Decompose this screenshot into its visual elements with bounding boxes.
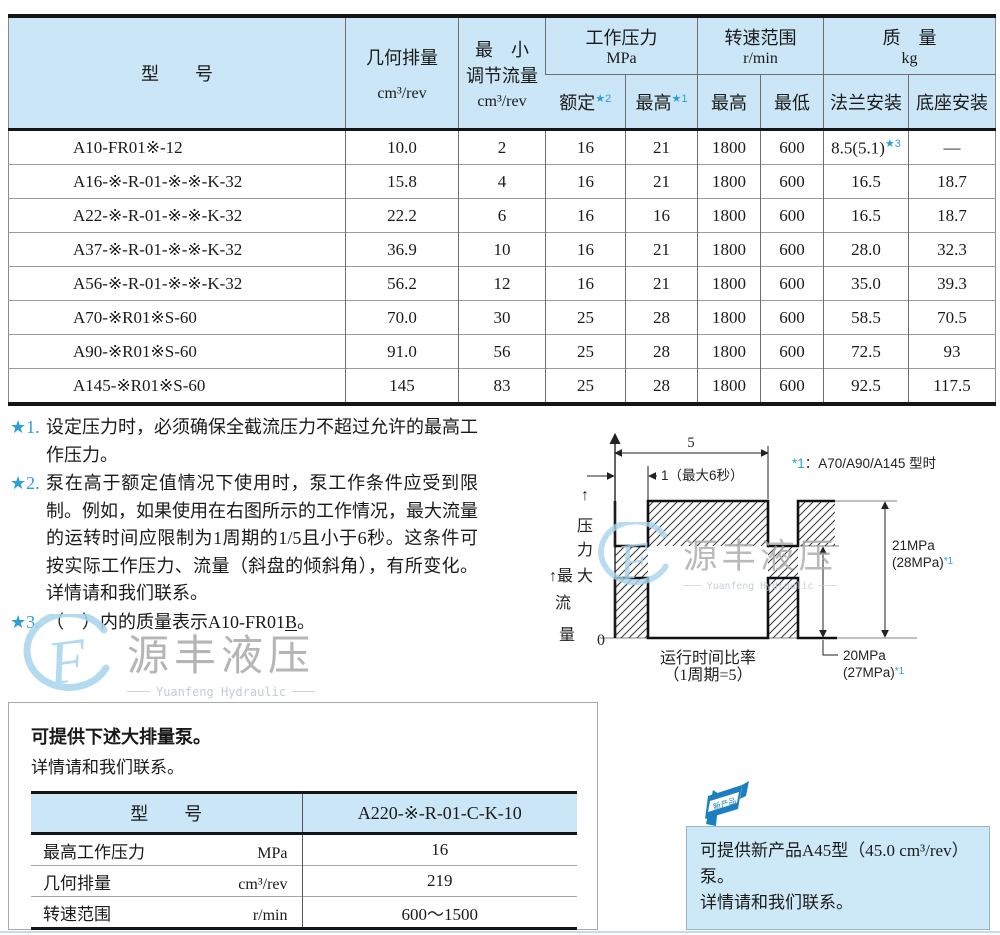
dim-pulse-label: 1（最大6秒） [661, 468, 744, 483]
xaxis-caption2: （1周期=5） [663, 666, 752, 684]
table-row: A145-※R01※S-60 145 83 25 28 1800 600 92.5 117.… [8, 368, 996, 404]
footnote-marker: ★1. [10, 417, 40, 437]
new-product-line2: 详情请和我们联系。 [700, 893, 853, 912]
table-row: A70-※R01※S-60 70.0 30 25 28 1800 600 58.5 70.5 [8, 300, 996, 335]
table-row: 转速范围 r/min 600～1500 [31, 896, 577, 929]
pressure-low-label2: (27MPa)*1 [843, 665, 905, 680]
a220-spec-table: 型 号 A220-※-R-01-C-K-10 最高工作压力 MPa 16 几何排量… [31, 791, 577, 930]
col-header-max-pressure: 最高★1 [625, 74, 698, 130]
col-header-min-speed: 最低 [760, 74, 824, 130]
footnote-text: 设定压力时，必须确保全截流压力不超过允许的最高工作压力。 [46, 417, 478, 465]
col-header-base-mount: 底座安装 [908, 74, 996, 130]
new-product-box: 可提供新产品A45型（45.0 cm³/rev）泵。 详情请和我们联系。 [686, 826, 990, 930]
col-header-flange-mount: 法兰安装 [823, 74, 909, 130]
svg-text:F: F [43, 626, 92, 699]
col-header-displacement: 几何排量 cm³/rev [345, 16, 459, 130]
pressure-axis-arrow: ↑ [581, 487, 589, 504]
table-row: A37-※-R-01-※-※-K-32 36.9 10 16 21 1800 600 28… [8, 232, 996, 267]
xaxis-caption: 运行时间比率 [660, 649, 756, 667]
diagram-legend: *1：A70/A90/A145 型时 [792, 456, 936, 471]
table-row: A10-FR01※-12 10.0 2 16 21 1800 600 8.5(5.1)★3… [8, 128, 996, 165]
table-row: 最高工作压力 MPa 16 [31, 833, 577, 866]
flow-axis-label: 流 [555, 594, 571, 612]
col-group-speed-range: 转速范围 r/min [697, 16, 824, 75]
footnote-1: ★1. 设定压力时，必须确保全截流压力不超过允许的最高工作压力。 [10, 414, 478, 469]
yuanfeng-logo-icon: F [598, 522, 669, 591]
col-header-model: 型 号 [8, 16, 346, 130]
watermark-en: Yuanfeng Hydraulic [127, 685, 315, 699]
flow-axis-label: ↑最 大 [549, 567, 593, 585]
table-row: A16-※-R-01-※-※-K-32 15.8 4 16 21 1800 600 16.… [8, 164, 996, 199]
col-header-max-speed: 最高 [697, 74, 761, 130]
offer-subtitle: 详情请和我们联系。 [31, 758, 184, 777]
offer-col-model: 型 号 [31, 792, 302, 835]
dim-cycle-label: 5 [687, 435, 694, 451]
watermark-cn: 源丰液压 [683, 536, 838, 575]
table-row: 几何排量 cm³/rev 219 [31, 865, 577, 897]
footnote-text: 泵在高于额定值情况下使用时，泵工作条件应受到限制。例如，如果使用在右图所示的工作… [46, 473, 478, 603]
pressure-trace [613, 499, 835, 548]
flow-axis-label: 量 [559, 627, 575, 644]
footnote-marker: ★2. [10, 473, 40, 493]
large-pump-offer-panel: 可提供下述大排量泵。 详情请和我们联系。 型 号 A220-※-R-01-C-K… [8, 702, 598, 930]
pressure-band-high2 [798, 501, 835, 546]
pressure-axis-label: 力 [577, 541, 593, 559]
offer-model-value: A220-※-R-01-C-K-10 [301, 792, 577, 835]
col-group-mass: 质 量 kg [823, 16, 996, 75]
pressure-high-label2: (28MPa)*1 [892, 555, 954, 570]
pressure-axis-label: 压 [577, 518, 593, 535]
new-product-line1: 可提供新产品A45型（45.0 cm³/rev）泵。 [700, 841, 969, 886]
footnotes: ★1. 设定压力时，必须确保全截流压力不超过允许的最高工作压力。 ★2. 泵在高… [10, 414, 478, 637]
yuanfeng-logo-icon: F [23, 614, 110, 699]
footnote-2: ★2. 泵在高于额定值情况下使用时，泵工作条件应受到限制。例如，如果使用在右图所… [10, 470, 478, 608]
flow-trace [613, 576, 837, 640]
page-bottom-rule [0, 931, 1000, 933]
pressure-band-high [648, 501, 768, 546]
pressure-low-label: 20MPa [843, 648, 886, 663]
table-row: A90-※R01※S-60 91.0 56 25 28 1800 600 72.5 93 [8, 334, 996, 369]
origin-label: 0 [597, 632, 605, 649]
flow-pulse-1 [615, 578, 648, 638]
offer-title: 可提供下述大排量泵。 [31, 727, 211, 747]
new-product-icon: 新产品 [698, 780, 752, 830]
watermark: F 源丰液压 Yuanfeng Hydraulic [16, 614, 315, 706]
pump-spec-table: 型 号 几何排量 cm³/rev 最 小 调节流量 cm³/rev 工作压力 M… [8, 14, 996, 406]
watermark: F 源丰液压 Yuanfeng Hydraulic [592, 522, 837, 597]
footnote-3: ★3. （ ）内的质量表示A10-FR01B。 [10, 609, 478, 637]
col-header-rated: 额定★2 [545, 74, 626, 130]
watermark-en: Yuanfeng Hydraulic [683, 580, 837, 591]
table-row: A22-※-R-01-※-※-K-32 22.2 6 16 16 1800 600 16.… [8, 198, 996, 233]
col-group-working-pressure: 工作压力 MPa [545, 16, 698, 75]
watermark-cn: 源丰液压 [127, 631, 316, 679]
footnote-text: （ ）内的质量表示A10-FR01B。 [46, 611, 316, 632]
table-row: A56-※-R-01-※-※-K-32 56.2 12 16 21 1800 600 35… [8, 266, 996, 301]
pressure-high-label: 21MPa [892, 538, 935, 553]
col-header-min-flow: 最 小 调节流量 cm³/rev [458, 16, 546, 130]
